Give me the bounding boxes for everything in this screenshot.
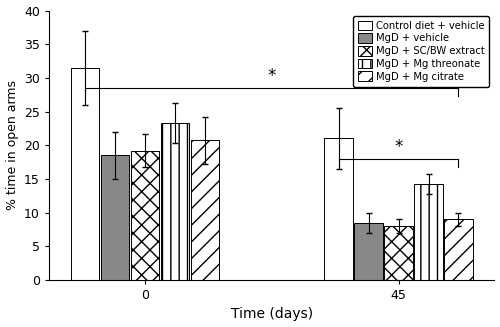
Bar	[130, 151, 159, 280]
Bar	[190, 141, 219, 280]
Bar	[324, 138, 353, 280]
Legend: Control diet + vehicle, MgD + vehicle, MgD + SC/BW extract, MgD + Mg threonate, : Control diet + vehicle, MgD + vehicle, M…	[352, 16, 490, 87]
Bar	[384, 226, 413, 280]
Text: *: *	[394, 138, 402, 156]
Bar	[100, 155, 129, 280]
Bar	[354, 223, 383, 280]
Bar	[414, 184, 442, 280]
Bar	[160, 123, 189, 280]
X-axis label: Time (days): Time (days)	[230, 307, 313, 321]
Bar	[444, 219, 472, 280]
Y-axis label: % time in open arms: % time in open arms	[6, 80, 18, 210]
Bar	[70, 68, 99, 280]
Text: *: *	[268, 67, 276, 85]
